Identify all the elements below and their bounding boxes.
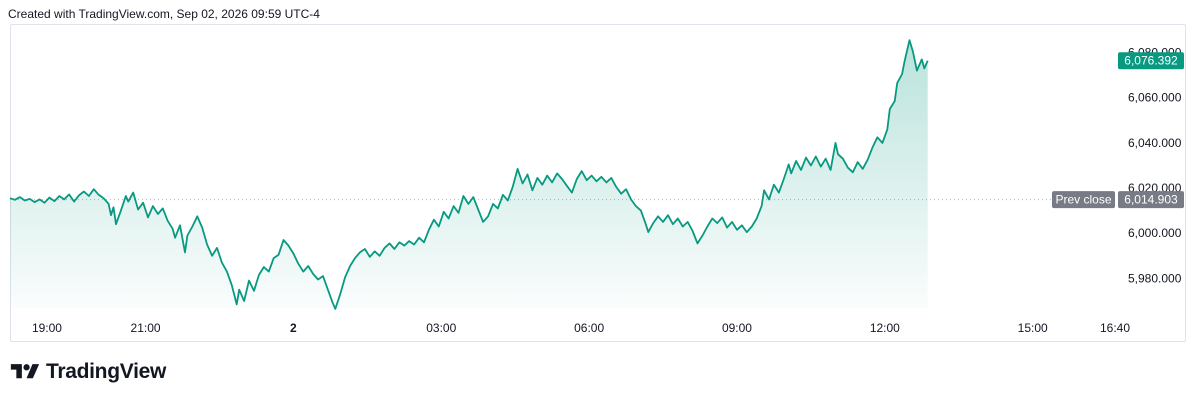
price-tick-label: 6,000.000: [1128, 226, 1182, 240]
prev-close-value-badge: [1118, 191, 1184, 209]
time-tick-label: 06:00: [574, 321, 604, 335]
prev-close-value-label: 6,014.903: [1124, 193, 1178, 207]
prev-close-badge: [1052, 191, 1115, 209]
time-tick-label: 21:00: [131, 321, 161, 335]
time-tick-label: 03:00: [426, 321, 456, 335]
time-tick-label: 2: [290, 321, 297, 335]
price-tick-label: 5,980.000: [1128, 271, 1182, 285]
price-tick-label: 6,060.000: [1128, 91, 1182, 105]
time-tick-label: 19:00: [32, 321, 62, 335]
price-tick-label: 6,040.000: [1128, 136, 1182, 150]
price-line: [9, 39, 929, 310]
tradingview-logo[interactable]: TradingView: [10, 360, 166, 384]
time-tick-label: 15:00: [1018, 321, 1048, 335]
tradingview-logo-icon: [10, 364, 40, 379]
price-area-fill: [10, 40, 928, 309]
time-tick-label: 09:00: [722, 321, 752, 335]
last-price-badge: [1118, 52, 1184, 70]
price-axis[interactable]: 5,980.0006,000.0006,020.0006,040.0006,06…: [1128, 46, 1182, 286]
prev-close-text: Prev close: [1055, 193, 1111, 207]
time-tick-label: 16:40: [1100, 321, 1130, 335]
last-price-label: 6,076.392: [1124, 54, 1178, 68]
time-axis[interactable]: 19:00 21:00 2 03:00 06:00 09:00 12:00 15:00 16:4…: [32, 321, 1130, 335]
chart-frame: [10, 24, 1186, 342]
time-tick-label: 12:00: [870, 321, 900, 335]
tradingview-logo-text: TradingView: [46, 360, 167, 383]
chart-watermark: Created with TradingView.com, Sep 02, 20…: [8, 7, 320, 21]
